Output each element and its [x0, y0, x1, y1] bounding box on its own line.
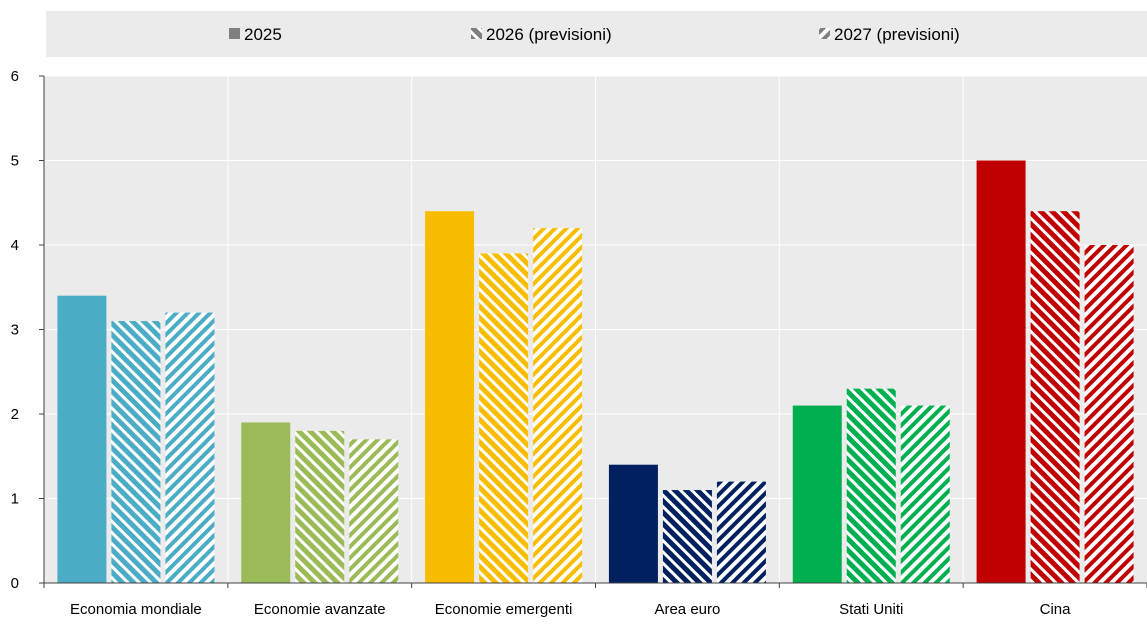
legend-item-2025: 2025 [229, 25, 282, 44]
legend-swatch-2026-previsioni [471, 28, 482, 39]
legend-label-2027-previsioni: 2027 (previsioni) [834, 25, 960, 44]
bars [57, 160, 1134, 583]
legend-swatch-2025 [229, 28, 240, 39]
y-tick-label-2: 2 [11, 406, 19, 423]
y-axis-ticks: 0 1 2 3 4 5 6 [11, 68, 19, 592]
y-tick-label-4: 4 [11, 237, 19, 254]
y-tick-label-5: 5 [11, 153, 19, 170]
gridlines [44, 75, 1147, 583]
bar-economie-avanzate-2026-previsioni [295, 430, 345, 583]
category-label-economia-mondiale: Economia mondiale [70, 601, 202, 618]
y-tick-label-3: 3 [11, 322, 19, 339]
bar-cina-2025 [976, 160, 1026, 583]
bar-area-euro-2025 [608, 464, 658, 583]
bar-economie-emergenti-2027-previsioni [533, 228, 583, 583]
bar-economia-mondiale-2025 [57, 295, 107, 583]
axes [39, 75, 1147, 588]
bar-stati-uniti-2025 [792, 405, 842, 583]
bar-cina-2027-previsioni [1084, 245, 1134, 583]
bar-economie-avanzate-2025 [241, 422, 291, 583]
bar-economie-emergenti-2025 [425, 211, 475, 583]
category-label-stati-uniti: Stati Uniti [839, 601, 903, 618]
legend-swatch-2027-previsioni [819, 28, 830, 39]
y-tick-label-6: 6 [11, 68, 19, 85]
category-label-cina: Cina [1040, 601, 1072, 618]
legend-label-2026-previsioni: 2026 (previsioni) [486, 25, 612, 44]
legend-label-2025: 2025 [244, 25, 282, 44]
bar-economie-emergenti-2026-previsioni [479, 253, 529, 583]
bar-stati-uniti-2026-previsioni [846, 388, 896, 583]
category-label-economie-avanzate: Economie avanzate [254, 601, 386, 618]
bar-area-euro-2027-previsioni [716, 481, 766, 583]
y-tick-label-0: 0 [11, 575, 19, 592]
bar-area-euro-2026-previsioni [662, 490, 712, 583]
bar-economie-avanzate-2027-previsioni [349, 439, 399, 583]
legend: 2025 2026 (previsioni) 2027 (previsioni) [229, 25, 960, 44]
legend-item-2027-previsioni: 2027 (previsioni) [819, 25, 960, 44]
bar-economia-mondiale-2026-previsioni [111, 321, 161, 583]
category-label-area-euro: Area euro [654, 601, 720, 618]
bar-stati-uniti-2027-previsioni [900, 405, 950, 583]
x-axis-labels: Economia mondiale Economie avanzate Econom… [70, 601, 1071, 618]
bar-economia-mondiale-2027-previsioni [165, 312, 215, 583]
bar-cina-2026-previsioni [1030, 211, 1080, 583]
category-label-economie-emergenti: Economie emergenti [435, 601, 573, 618]
y-tick-label-1: 1 [11, 491, 19, 508]
legend-item-2026-previsioni: 2026 (previsioni) [471, 25, 612, 44]
